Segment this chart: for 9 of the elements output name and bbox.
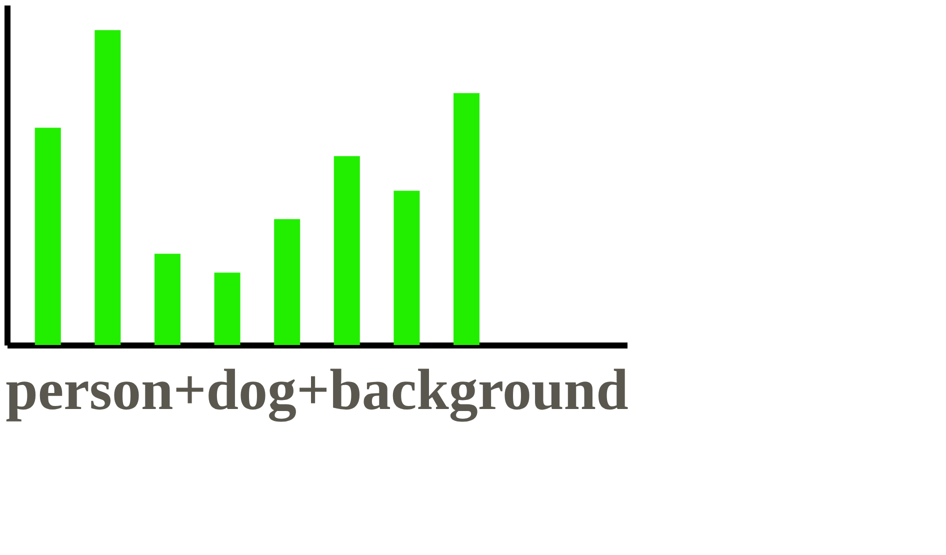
bar [334,156,360,345]
bar [154,254,180,345]
text: person+dog+background [6,357,628,422]
bar [274,219,300,345]
bar [454,93,480,345]
bar [34,128,61,345]
bar [214,272,240,345]
bar [94,30,121,345]
bar [394,190,420,345]
